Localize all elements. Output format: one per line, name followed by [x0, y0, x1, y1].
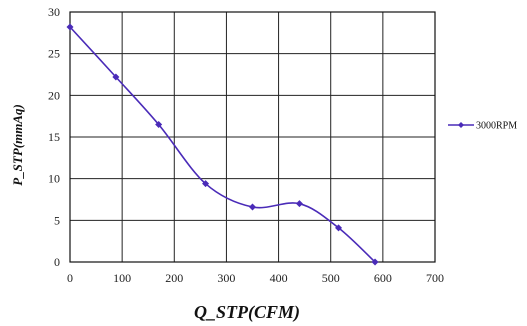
legend-label: 3000RPM	[476, 121, 517, 132]
x-tick-label: 700	[426, 271, 444, 285]
y-tick-label: 0	[54, 255, 60, 269]
x-tick-label: 100	[113, 271, 131, 285]
tick-labels: 0 100 200 300 400 500 600 700 0 5 10 15 20 25 30	[48, 5, 444, 285]
data-point	[371, 258, 379, 266]
y-tick-label: 5	[54, 213, 60, 227]
y-tick-label: 30	[48, 5, 60, 19]
data-point	[202, 180, 210, 188]
series	[66, 23, 379, 266]
x-axis-label: Q_STP(CFM)	[194, 302, 300, 323]
grid	[69, 11, 436, 263]
data-point	[335, 224, 343, 232]
x-tick-label: 0	[67, 271, 73, 285]
legend: 3000RPM	[448, 121, 517, 132]
data-point	[112, 73, 120, 81]
series-line	[69, 26, 376, 263]
plot-frame	[69, 11, 436, 263]
data-point	[295, 200, 303, 208]
data-point	[155, 121, 163, 128]
data-point	[66, 23, 74, 31]
data-point	[249, 203, 256, 211]
y-tick-label: 15	[48, 130, 60, 144]
x-tick-label: 600	[374, 271, 392, 285]
y-tick-label: 20	[48, 88, 60, 102]
y-tick-label: 25	[48, 47, 60, 61]
y-tick-label: 10	[48, 172, 60, 186]
x-tick-label: 500	[322, 271, 340, 285]
legend-marker	[458, 122, 464, 128]
y-axis-label: P_STP(mmAq)	[10, 104, 25, 186]
x-tick-label: 300	[217, 271, 235, 285]
x-tick-label: 200	[165, 271, 183, 285]
x-tick-label: 400	[270, 271, 288, 285]
